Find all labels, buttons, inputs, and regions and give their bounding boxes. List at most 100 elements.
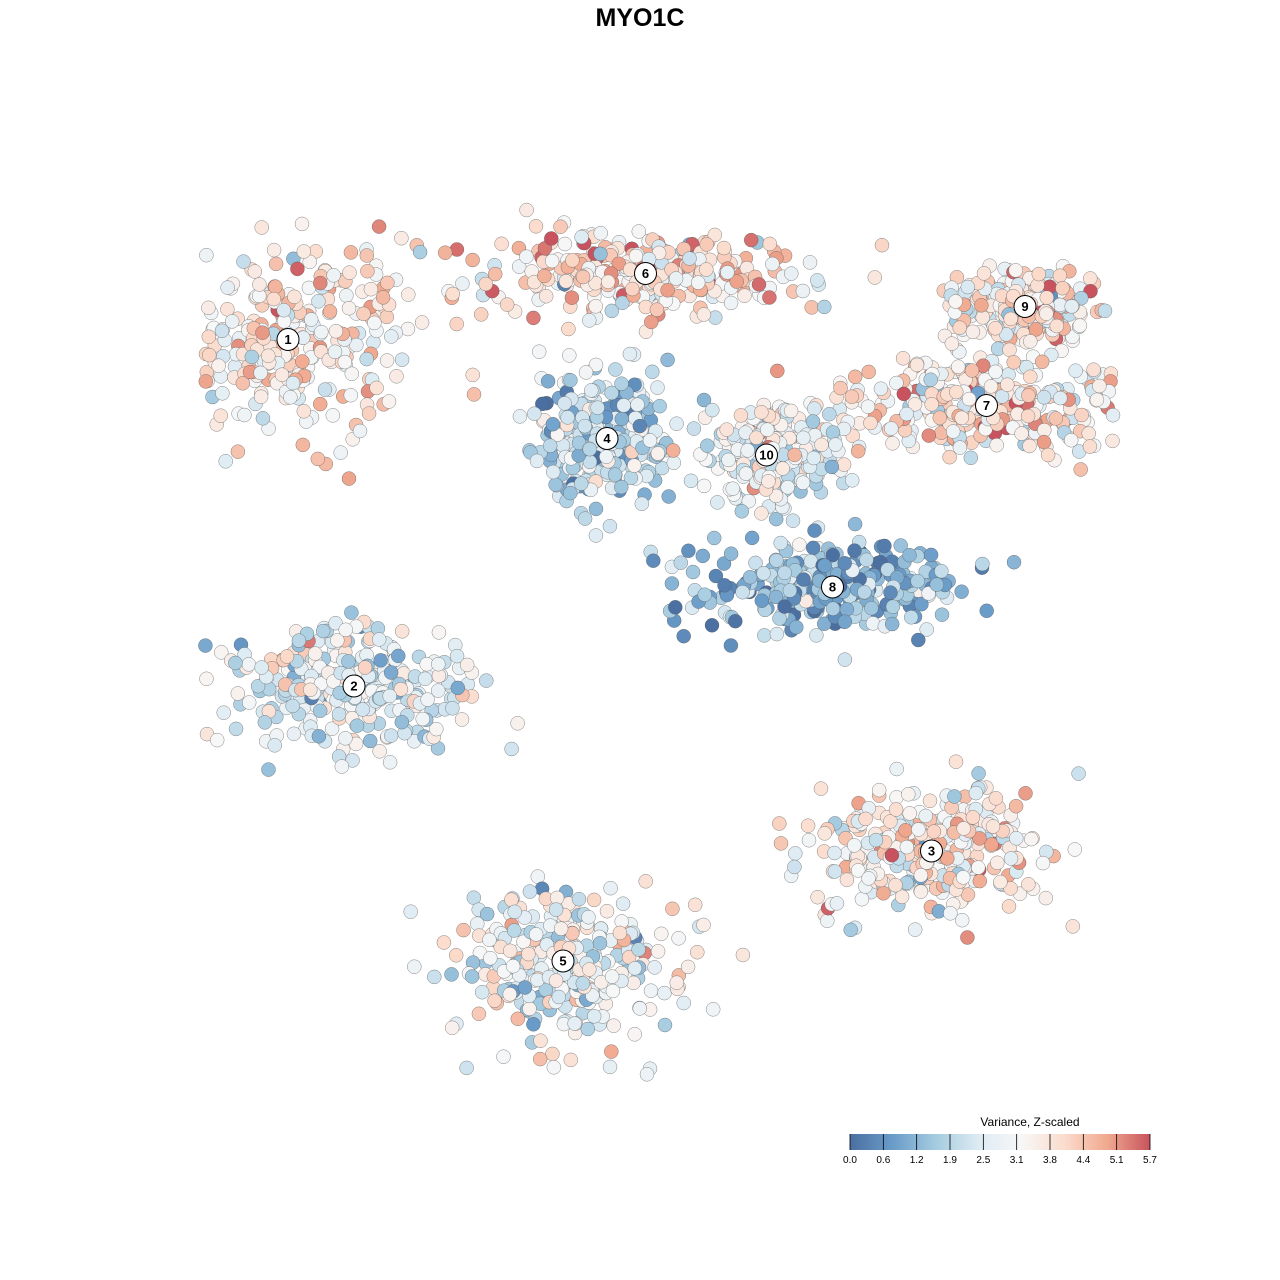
- data-point: [733, 408, 749, 423]
- data-point: [1038, 890, 1054, 906]
- data-point: [896, 386, 912, 402]
- data-point: [247, 264, 263, 279]
- data-point: [1089, 392, 1105, 408]
- data-point: [861, 364, 876, 380]
- cluster-label-badge: [551, 949, 575, 973]
- data-point: [528, 927, 544, 942]
- data-point: [499, 297, 515, 312]
- data-point: [738, 466, 754, 481]
- data-point: [1006, 554, 1022, 570]
- data-point: [431, 656, 446, 672]
- data-point: [427, 969, 442, 985]
- data-point: [1023, 334, 1038, 349]
- cluster-label-text: 8: [829, 580, 836, 595]
- data-point: [929, 577, 945, 592]
- data-point: [810, 889, 825, 905]
- data-point: [384, 329, 399, 344]
- data-point: [220, 280, 235, 295]
- data-point: [1068, 363, 1083, 378]
- data-point: [361, 406, 377, 421]
- data-point: [643, 983, 659, 998]
- data-point: [1040, 447, 1056, 463]
- data-point: [976, 266, 992, 281]
- data-point: [884, 421, 899, 436]
- data-point: [847, 369, 863, 385]
- data-point: [342, 265, 357, 280]
- data-point: [582, 962, 597, 977]
- data-point: [349, 337, 364, 353]
- data-point: [540, 374, 556, 389]
- data-point: [952, 440, 968, 455]
- data-point: [369, 380, 384, 396]
- data-point: [729, 274, 744, 289]
- data-point: [1039, 306, 1054, 321]
- data-point: [545, 1046, 560, 1062]
- data-point: [1018, 786, 1033, 801]
- data-point: [557, 396, 572, 411]
- data-point: [545, 416, 561, 432]
- data-point: [907, 922, 923, 937]
- data-point: [825, 425, 841, 440]
- data-point: [471, 1006, 487, 1022]
- data-point: [884, 616, 900, 632]
- data-point: [577, 418, 593, 434]
- data-point: [544, 231, 559, 246]
- data-point: [805, 540, 821, 556]
- cluster-label-badge: [342, 674, 366, 698]
- data-point: [647, 960, 662, 975]
- data-point: [954, 912, 970, 928]
- data-point: [372, 744, 387, 759]
- cluster-label-10: 10: [755, 443, 778, 467]
- points-layer: [198, 202, 1121, 1082]
- data-point: [696, 307, 712, 322]
- data-point: [757, 628, 772, 643]
- data-point: [1064, 299, 1079, 314]
- data-point: [944, 336, 960, 351]
- data-point: [449, 648, 465, 664]
- data-point: [650, 380, 665, 395]
- data-point: [985, 819, 1001, 834]
- data-point: [699, 237, 714, 252]
- data-point: [804, 300, 819, 315]
- data-point: [705, 1002, 721, 1017]
- colorbar-tick-label: 5.7: [1143, 1155, 1157, 1166]
- data-point: [466, 387, 482, 402]
- data-point: [839, 872, 855, 888]
- data-point: [526, 1017, 541, 1032]
- data-point: [274, 367, 290, 382]
- data-point: [902, 806, 917, 821]
- data-point: [932, 410, 948, 425]
- data-point: [338, 622, 353, 638]
- data-point: [914, 596, 929, 612]
- data-point: [748, 555, 763, 571]
- data-point: [574, 229, 589, 245]
- cluster-label-text: 4: [603, 431, 611, 446]
- data-point: [253, 365, 268, 381]
- data-point: [1022, 438, 1037, 454]
- data-point: [313, 275, 328, 291]
- data-point: [673, 555, 689, 570]
- data-point: [963, 450, 979, 466]
- data-point: [614, 479, 629, 495]
- data-point: [642, 433, 658, 448]
- data-point: [325, 408, 341, 423]
- data-point: [286, 726, 302, 742]
- data-point: [478, 276, 494, 292]
- data-point: [783, 403, 799, 419]
- data-point: [807, 523, 822, 538]
- data-point: [393, 682, 409, 697]
- data-point: [837, 614, 853, 629]
- data-point: [975, 556, 990, 572]
- cluster-label-text: 6: [642, 266, 649, 281]
- data-point: [1063, 432, 1079, 448]
- data-point: [456, 922, 471, 938]
- data-point: [235, 376, 251, 391]
- data-point: [341, 471, 357, 486]
- data-point: [339, 288, 354, 303]
- data-point: [820, 913, 835, 929]
- data-point: [562, 348, 577, 363]
- data-point: [344, 366, 360, 382]
- cluster-label-text: 1: [284, 332, 291, 347]
- colorbar-tick-label: 4.4: [1076, 1155, 1090, 1166]
